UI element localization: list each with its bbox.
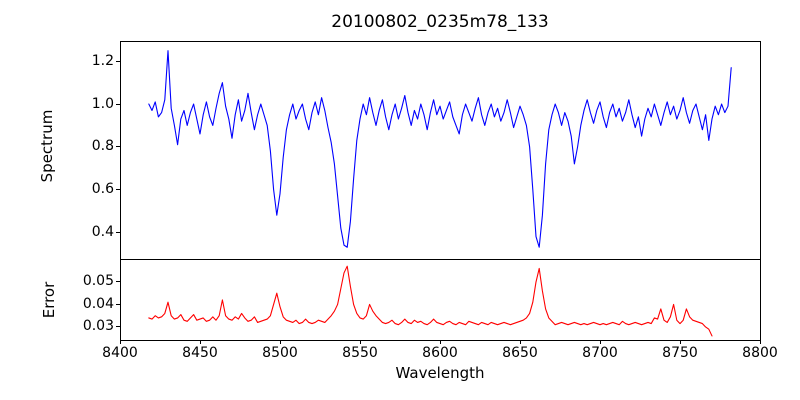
y-tick-label: 1.0	[91, 95, 114, 112]
y-tick-mark	[116, 103, 120, 105]
x-tick-mark	[679, 340, 681, 344]
x-tick-label: 8500	[262, 345, 298, 361]
x-tick-mark	[759, 340, 761, 344]
x-tick-label: 8750	[662, 345, 698, 361]
spectrum-y-axis-label: Spectrum	[38, 109, 56, 183]
error-y-axis-label: Error	[40, 281, 58, 319]
y-tick-label: 1.2	[91, 52, 114, 69]
x-tick-label: 8550	[342, 345, 378, 361]
y-tick-label: 0.4	[91, 223, 114, 240]
y-tick-label: 0.8	[91, 138, 114, 155]
y-tick-label: 0.6	[91, 181, 114, 198]
x-tick-mark	[599, 340, 601, 344]
error-axes	[120, 259, 761, 341]
y-tick-mark	[116, 60, 120, 62]
y-tick-label: 0.05	[82, 273, 114, 290]
x-tick-label: 8400	[102, 345, 138, 361]
x-tick-label: 8450	[182, 345, 218, 361]
x-tick-mark	[119, 340, 121, 344]
chart-title: 20100802_0235m78_133	[331, 12, 549, 32]
x-tick-mark	[279, 340, 281, 344]
y-tick-label: 0.03	[82, 318, 114, 335]
x-tick-label: 8800	[742, 345, 778, 361]
spectrum-axes	[120, 41, 761, 260]
y-tick-mark	[116, 231, 120, 233]
y-tick-mark	[116, 189, 120, 191]
x-tick-label: 8700	[582, 345, 618, 361]
x-tick-label: 8650	[502, 345, 538, 361]
y-tick-mark	[116, 326, 120, 328]
x-tick-mark	[519, 340, 521, 344]
y-tick-mark	[116, 146, 120, 148]
x-tick-mark	[439, 340, 441, 344]
y-tick-label: 0.04	[82, 295, 114, 312]
x-tick-mark	[359, 340, 361, 344]
x-axis-label: Wavelength	[395, 364, 485, 382]
y-tick-mark	[116, 281, 120, 283]
x-tick-label: 8600	[422, 345, 458, 361]
x-tick-mark	[199, 340, 201, 344]
y-tick-mark	[116, 303, 120, 305]
